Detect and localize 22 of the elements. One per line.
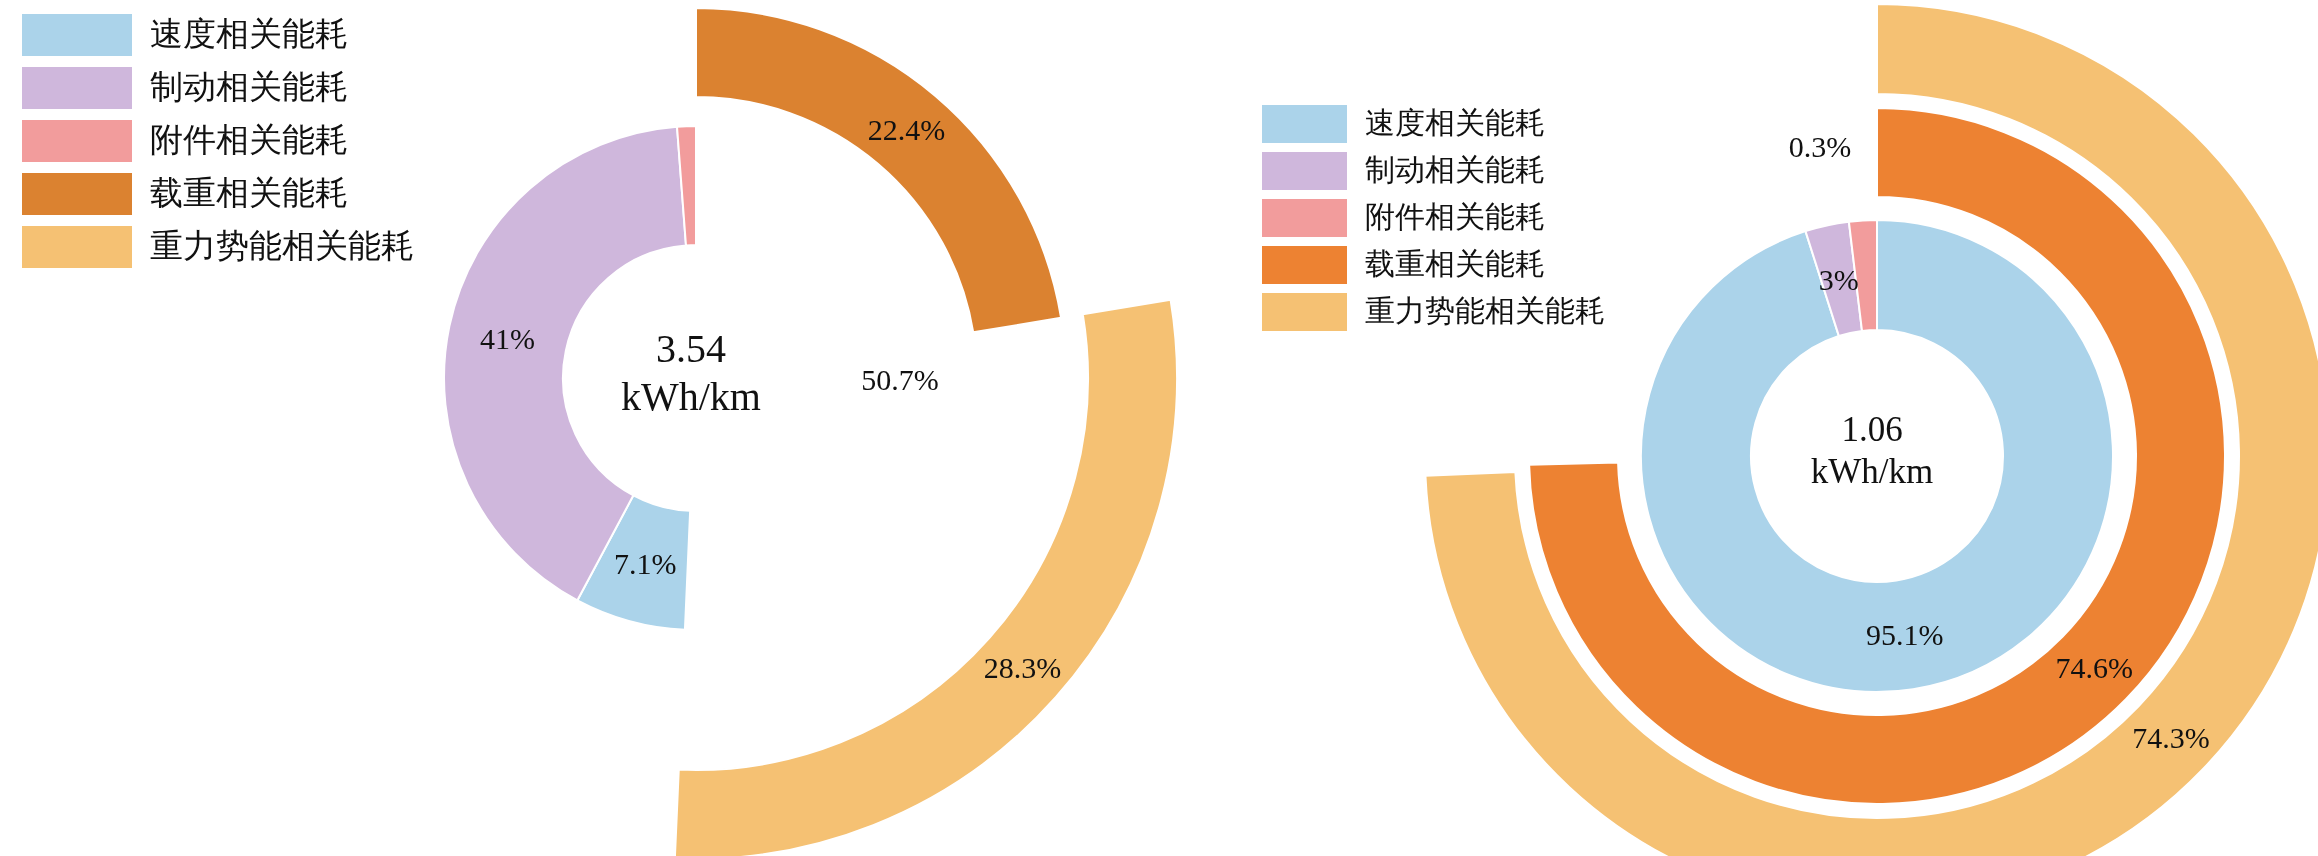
data-label: 74.3% (2132, 720, 2210, 754)
legend-label: 制动相关能耗 (1365, 151, 1545, 189)
legend-label: 重力势能相关能耗 (1365, 292, 1605, 330)
legend-label: 重力势能相关能耗 (150, 225, 414, 267)
data-label: 74.6% (2055, 651, 2134, 685)
legend-label: 制动相关能耗 (150, 66, 348, 108)
data-label: 7.1% (613, 547, 677, 581)
legend-label: 附件相关能耗 (150, 119, 348, 161)
text: 0.3% (1787, 129, 1853, 165)
text: 1.06 kWh/km (1809, 409, 1935, 493)
data-label: 22.4% (867, 113, 946, 147)
legend-label: 速度相关能耗 (1365, 104, 1545, 142)
text: 3.54 kWh/km (620, 325, 762, 421)
legend-label: 速度相关能耗 (150, 13, 348, 55)
data-label: 3% (1818, 262, 1859, 296)
data-label: 41% (480, 321, 536, 355)
text: 50.7% (860, 362, 940, 398)
legend-label: 载重相关能耗 (1365, 245, 1545, 283)
legend-label: 载重相关能耗 (150, 172, 348, 214)
data-label: 95.1% (1866, 618, 1944, 652)
legend-label: 附件相关能耗 (1365, 198, 1545, 236)
data-label: 28.3% (983, 651, 1062, 685)
